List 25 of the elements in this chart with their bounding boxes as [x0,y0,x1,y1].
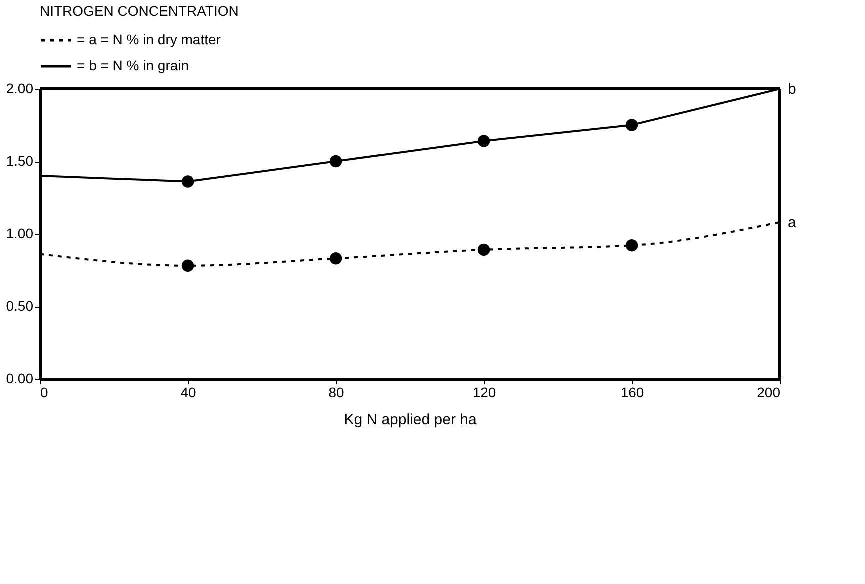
point [478,135,490,148]
point [182,176,194,188]
legend-title: NITROGEN CONCENTRATION [40,3,239,19]
x-axis-title: Kg N applied per ha [344,412,478,428]
point [330,252,342,265]
point [330,155,342,168]
x-tick-label: 40 [180,384,196,400]
y-tick-label: 1.00 [6,226,34,242]
annotation: a [788,214,797,232]
y-tick-label: 1.50 [6,153,34,169]
y-tick-label: 0.00 [6,370,34,386]
legend-label: = a = N % in dry matter [77,32,222,48]
x-tick-label: 120 [472,384,496,400]
y-tick-label: 2.00 [6,80,34,96]
y-tick-label: 0.50 [6,298,34,314]
point [626,119,638,132]
x-tick-label: 200 [757,384,781,400]
point [478,244,490,256]
x-tick-label: 80 [328,384,344,400]
point [626,239,638,252]
x-tick-label: 160 [620,384,644,400]
x-tick-label: 0 [40,384,48,400]
legend-label: = b = N % in grain [77,58,190,74]
annotation: b [788,81,796,98]
point [182,260,194,272]
